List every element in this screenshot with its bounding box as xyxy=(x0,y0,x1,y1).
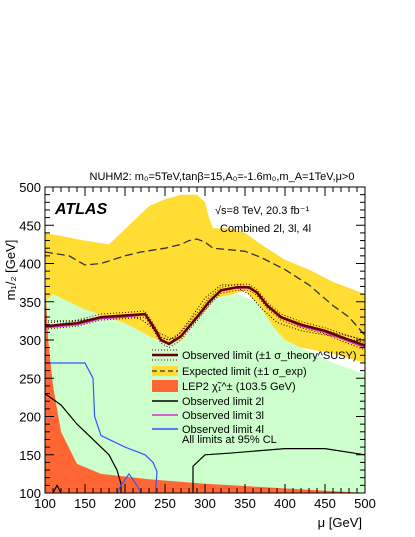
legend-lep-swatch xyxy=(152,380,178,392)
y-tick-label: 200 xyxy=(19,410,41,425)
x-tick-label: 150 xyxy=(74,496,96,511)
legend-label: Observed limit (±1 σ_theory^SUSY) xyxy=(182,350,357,362)
y-axis-title: m₁/₂ [GeV] xyxy=(3,240,18,301)
legend-label: Observed limit 4l xyxy=(182,424,264,436)
observed-2l-line-2 xyxy=(192,448,365,493)
excluded-region xyxy=(45,294,365,493)
lep-region xyxy=(45,278,365,493)
observed-2l-line-1 xyxy=(52,484,62,493)
x-tick-label: 300 xyxy=(194,496,216,511)
legend: Observed limit (±1 σ_theory^SUSY) Expecte… xyxy=(152,349,357,436)
expected-line xyxy=(45,238,365,336)
legend-footnote: All limits at 95% CL xyxy=(182,434,277,446)
x-tick-label: 500 xyxy=(354,496,376,511)
legend-label: Observed limit 3l xyxy=(182,410,264,422)
expected-band xyxy=(45,194,365,363)
x-tick-label: 450 xyxy=(314,496,336,511)
x-tick-label: 250 xyxy=(154,496,176,511)
y-tick-label: 450 xyxy=(19,218,41,233)
atlas-logo: ATLAS xyxy=(54,201,107,218)
curves xyxy=(45,238,365,493)
legend-label: Expected limit (±1 σ_exp) xyxy=(182,366,307,378)
legend-label: LEP2 χ̃₁^± (103.5 GeV) xyxy=(182,381,296,393)
observed-2l-line-0 xyxy=(45,393,122,493)
observed-minus-line xyxy=(45,289,365,351)
y-tick-label: 150 xyxy=(19,448,41,463)
energy-label: √s=8 TeV, 20.3 fb⁻¹ xyxy=(215,205,309,217)
y-tick-label: 400 xyxy=(19,257,41,272)
observed-line xyxy=(45,285,365,347)
y-tick-label: 300 xyxy=(19,333,41,348)
legend-label: Observed limit 2l xyxy=(182,396,264,408)
x-axis-title: μ [GeV] xyxy=(318,515,362,530)
x-tick-label: 350 xyxy=(234,496,256,511)
y-tick-label: 350 xyxy=(19,295,41,310)
x-tick-label: 400 xyxy=(274,496,296,511)
y-tick-label: 100 xyxy=(19,486,41,501)
combined-label: Combined 2l, 3l, 4l xyxy=(220,223,311,235)
plot-area xyxy=(45,194,365,493)
x-tick-label: 200 xyxy=(114,496,136,511)
observed-plus-line xyxy=(45,283,365,342)
observed-4l-line-1 xyxy=(116,472,142,493)
observed-4l-line-0 xyxy=(45,362,158,493)
y-tick-label: 250 xyxy=(19,371,41,386)
y-tick-label: 500 xyxy=(19,180,41,195)
axes: 100 150 200 250 300 350 400 450 500 100 150 200 250 3… xyxy=(19,180,376,511)
x-tick-label: 100 xyxy=(34,496,56,511)
chart-title: NUHM2: m₀=5TeV,tanβ=15,A₀=-1.6m₀,m_A=1Te… xyxy=(90,171,355,183)
